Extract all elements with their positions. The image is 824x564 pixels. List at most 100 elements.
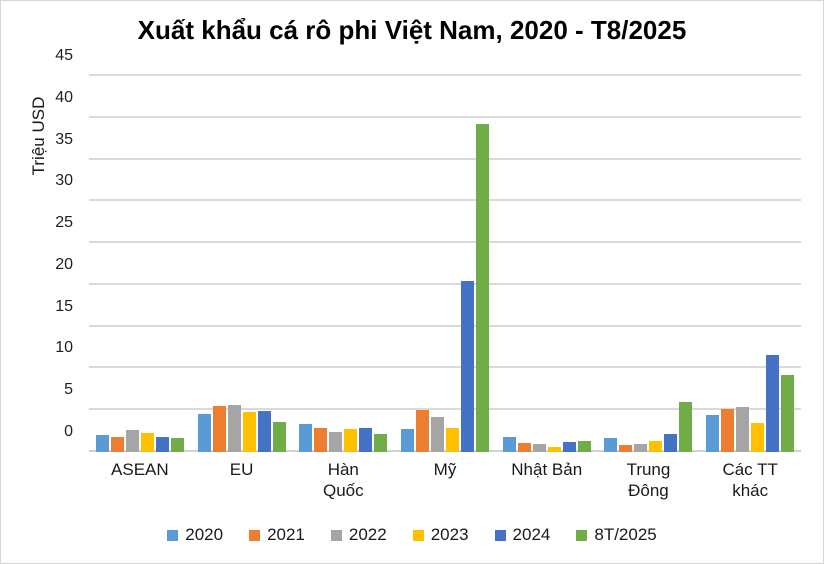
gridline [89, 282, 801, 285]
x-category-label: Trung Đông [626, 460, 671, 500]
bar-2021 [619, 445, 633, 452]
x-axis-labels: ASEAN EU Hàn Quốc Mỹ Nhật Bản Trung Đông Các T… [89, 459, 801, 501]
bar-8T/2025 [679, 401, 693, 452]
bar-2024 [359, 427, 373, 452]
bar-2022 [736, 406, 750, 452]
legend-item-2023: 2023 [412, 525, 469, 545]
legend-swatch-icon [249, 529, 261, 541]
legend-label: 2024 [512, 525, 551, 544]
legend-item-8T/2025: 8T/2025 [576, 525, 657, 545]
gridline [89, 157, 801, 160]
gridline [89, 366, 801, 369]
bar-2023 [649, 441, 663, 452]
legend-label: 8T/2025 [594, 525, 657, 544]
gridline [89, 324, 801, 327]
x-category-label: Mỹ [433, 460, 457, 479]
bar-2023 [140, 432, 154, 452]
bar-2023 [547, 447, 561, 452]
gridline [89, 408, 801, 411]
bar-2022 [431, 416, 445, 452]
bar-2021 [212, 406, 226, 452]
bar-2024 [155, 436, 169, 452]
bar-8T/2025 [272, 421, 286, 452]
bar-2022 [125, 430, 139, 452]
bar-2020 [502, 436, 516, 452]
legend-label: 2021 [267, 525, 305, 544]
bar-2023 [242, 411, 256, 452]
x-category-label: Các TT khác [722, 460, 778, 500]
legend-swatch-icon [576, 529, 588, 541]
bar-2024 [766, 355, 780, 452]
gridline [89, 241, 801, 244]
bar-2022 [634, 444, 648, 452]
y-tick-label: 20 [55, 255, 73, 273]
bar-2023 [751, 422, 765, 452]
bar-2020 [95, 435, 109, 452]
bar-group-3 [292, 76, 394, 452]
bar-2021 [416, 410, 430, 452]
bar-2022 [329, 431, 343, 452]
bar-2023 [344, 428, 358, 452]
x-category-label: EU [229, 460, 254, 479]
gridline [89, 199, 801, 202]
bar-2020 [604, 437, 618, 452]
bar-2021 [721, 409, 735, 452]
bar-group-2 [191, 76, 293, 452]
legend-label: 2020 [185, 525, 224, 544]
y-tick-label: 0 [64, 423, 73, 440]
y-tick-label: 40 [55, 88, 73, 106]
bar-group-1 [89, 76, 191, 452]
y-tick-label: 45 [55, 47, 73, 64]
bar-2023 [446, 427, 460, 452]
bar-group-6 [598, 76, 700, 452]
bar-group-4 [394, 76, 496, 452]
bar-8T/2025 [476, 123, 490, 452]
legend: 2020 2021 2022 2023 2024 8T/2025 [1, 525, 823, 545]
x-axis-line [89, 450, 801, 452]
y-tick-label: 10 [55, 339, 73, 357]
y-tick-label: 30 [55, 172, 73, 190]
x-category-label: Hàn Quốc [322, 460, 364, 500]
y-tick-label: 25 [55, 214, 73, 232]
y-tick-label: 15 [55, 297, 73, 315]
bar-2020 [299, 424, 313, 452]
bar-group-7 [699, 76, 801, 452]
bar-2024 [664, 434, 678, 452]
bar-2021 [517, 442, 531, 452]
y-tick-label: 35 [55, 130, 73, 148]
gridline [89, 74, 801, 76]
bar-8T/2025 [577, 441, 591, 452]
x-category-label: ASEAN [111, 460, 169, 479]
legend-swatch-icon [330, 529, 342, 541]
bar-2022 [532, 443, 546, 452]
bar-2024 [562, 441, 576, 452]
legend-item-2022: 2022 [330, 525, 387, 545]
gridline [89, 115, 801, 118]
legend-item-2020: 2020 [167, 525, 223, 545]
bar-2020 [401, 429, 415, 452]
y-tick-label: 5 [64, 381, 73, 399]
bar-group-5 [496, 76, 598, 452]
bar-2021 [110, 436, 124, 452]
legend-label: 2023 [430, 525, 469, 544]
legend-swatch-icon [167, 529, 179, 541]
legend-label: 2022 [348, 525, 387, 544]
chart-title: Xuất khẩu cá rô phi Việt Nam, 2020 - T8/… [137, 15, 687, 45]
bar-8T/2025 [170, 437, 184, 452]
legend-item-2024: 2024 [494, 525, 551, 545]
bar-2024 [461, 280, 475, 452]
bar-2020 [197, 414, 211, 452]
legend-swatch-icon [494, 529, 506, 541]
bar-2021 [314, 427, 328, 452]
bar-2024 [257, 411, 271, 452]
legend-item-2021: 2021 [249, 525, 305, 545]
x-category-label: Nhật Bản [511, 460, 583, 479]
bar-8T/2025 [781, 375, 795, 452]
bar-8T/2025 [374, 433, 388, 452]
bar-2022 [227, 405, 241, 452]
legend-swatch-icon [412, 529, 424, 541]
bar-2020 [706, 415, 720, 452]
plot-area [89, 74, 801, 452]
bar-groups [89, 76, 801, 452]
